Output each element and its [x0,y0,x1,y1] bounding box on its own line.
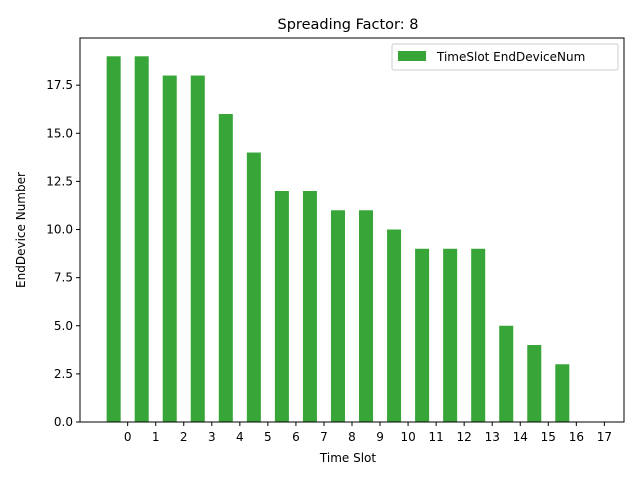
y-tick-label: 12.5 [46,174,73,188]
bar [415,248,430,422]
bar [471,248,486,422]
bar [527,345,542,422]
x-tick-label: 1 [152,430,160,444]
bar [134,56,149,422]
x-tick-label: 6 [292,430,300,444]
x-tick-label: 16 [569,430,584,444]
x-tick-label: 12 [457,430,472,444]
plot-frame [79,37,625,423]
bar [302,191,317,422]
bar [106,56,121,422]
x-tick-label: 13 [485,430,500,444]
y-tick-label: 7.5 [54,271,73,285]
x-tick-label: 9 [376,430,384,444]
legend-label: TimeSlot EndDeviceNum [436,50,585,64]
x-tick-label: 10 [400,430,415,444]
x-axis-label: Time Slot [319,451,376,465]
x-tick-label: 14 [513,430,528,444]
x-tick-label: 7 [320,430,328,444]
bar [190,75,205,422]
y-tick-label: 5.0 [54,319,73,333]
bar [387,229,402,422]
chart-title: Spreading Factor: 8 [278,17,419,33]
y-tick-label: 17.5 [46,78,73,92]
bar [274,191,289,422]
x-tick-label: 8 [348,430,356,444]
x-tick-label: 0 [124,430,132,444]
x-tick-label: 17 [597,430,612,444]
y-tick-label: 0.0 [54,415,73,429]
y-tick-label: 15.0 [46,126,73,140]
x-tick-label: 15 [541,430,556,444]
bar [218,114,233,422]
bar [555,364,570,422]
x-tick-label: 3 [208,430,216,444]
y-tick-label: 10.0 [46,223,73,237]
bar [330,210,345,422]
x-tick-label: 4 [236,430,244,444]
legend-swatch [398,51,426,61]
y-axis: 0.0 2.5 5.0 7.5 10.0 12.5 15.0 17.5 [46,78,80,429]
bar [246,152,261,422]
x-tick-label: 5 [264,430,272,444]
y-tick-label: 2.5 [54,367,73,381]
y-axis-label: EndDevice Number [14,172,28,288]
legend-box [391,43,619,71]
x-axis: 0 1 2 3 4 5 6 7 8 9 10 11 12 13 14 15 16 17 [124,422,612,444]
bar [443,248,458,422]
bar [499,325,514,422]
bar [359,210,374,422]
x-tick-label: 2 [180,430,188,444]
x-tick-label: 11 [428,430,443,444]
bar [162,75,177,422]
bars-group [106,56,570,422]
legend: TimeSlot EndDeviceNum [391,43,619,71]
